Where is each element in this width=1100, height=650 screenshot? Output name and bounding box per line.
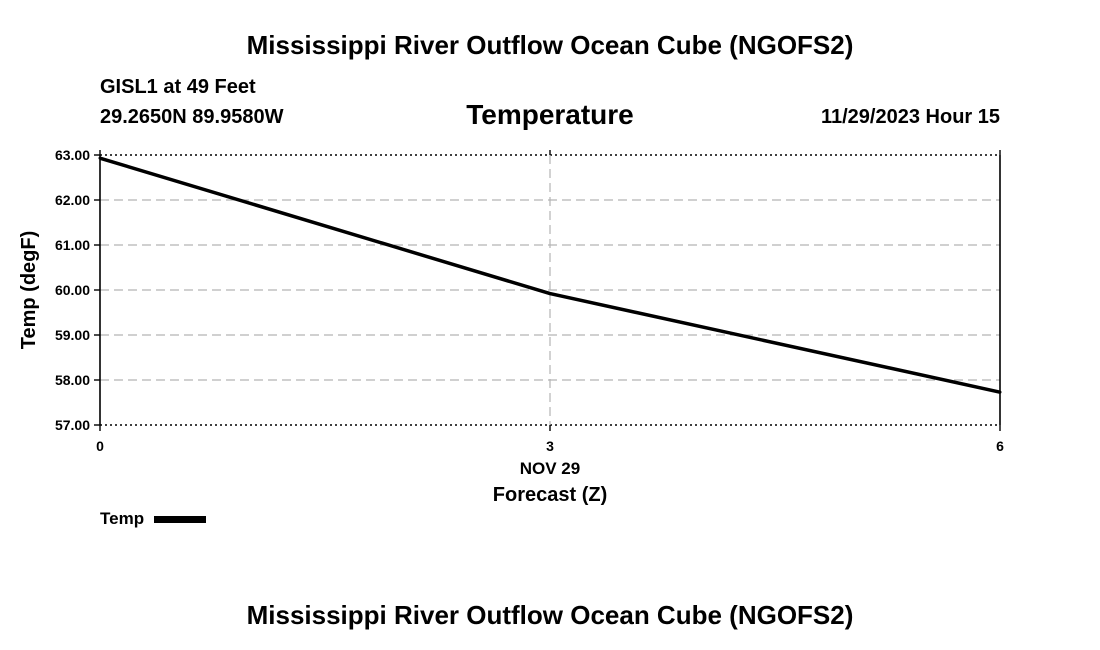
y-tick-label-5: 62.00 (55, 192, 90, 208)
legend-label-temp: Temp (100, 509, 145, 528)
series-point-temp-0 (98, 156, 102, 160)
y-tick-label-3: 60.00 (55, 282, 90, 298)
x-tick-label-2: 6 (996, 438, 1004, 454)
station-coordinates: 29.2650N 89.9580W (100, 106, 284, 128)
footer-title: Mississippi River Outflow Ocean Cube (NG… (246, 600, 854, 630)
chart-subtitle: Temperature (466, 99, 634, 130)
page-title: Mississippi River Outflow Ocean Cube (NG… (246, 30, 854, 60)
y-tick-label-4: 61.00 (55, 237, 90, 253)
forecast-run-time: 11/29/2023 Hour 15 (820, 106, 1000, 128)
x-axis-title: Forecast (Z) (493, 484, 607, 506)
legend-swatch-temp (154, 515, 207, 523)
legend: Temp (100, 509, 207, 529)
series-point-temp-1 (548, 292, 552, 296)
y-tick-label-6: 63.00 (55, 147, 90, 163)
series-point-temp-2 (998, 390, 1002, 394)
y-tick-label-1: 58.00 (55, 372, 90, 388)
y-tick-label-2: 59.00 (55, 327, 90, 343)
y-tick-label-0: 57.00 (55, 417, 90, 433)
x-tick-label-1: 3 (546, 438, 554, 454)
x-tick-label-0: 0 (96, 438, 104, 454)
station-label: GISL1 at 49 Feet (100, 76, 256, 98)
x-date-label: NOV 29 (520, 459, 580, 478)
y-axis-title: Temp (degF) (18, 231, 40, 350)
